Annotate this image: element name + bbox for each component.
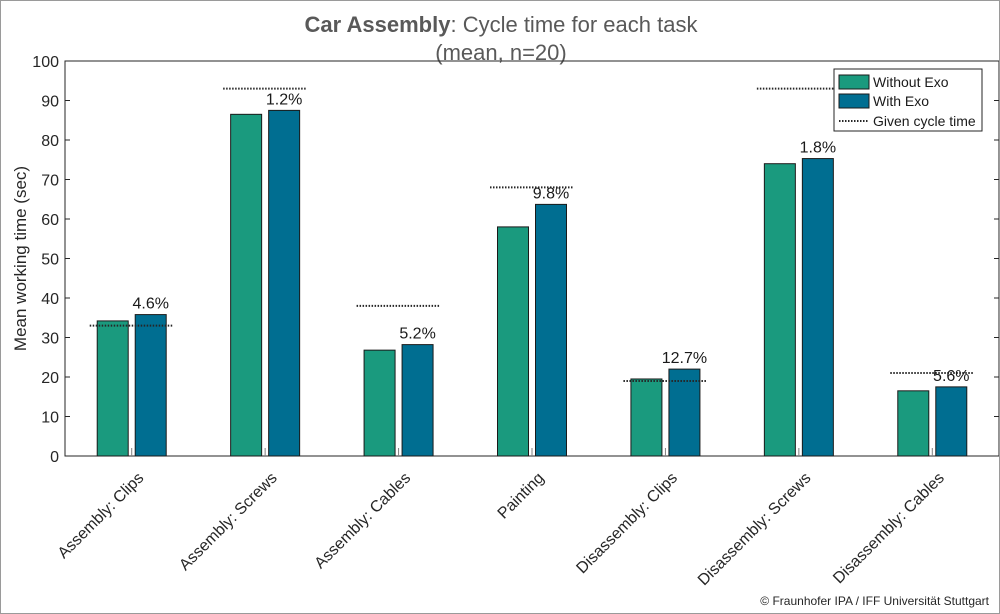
bar-without-exo bbox=[96, 320, 129, 457]
legend-with-exo-label: With Exo bbox=[873, 93, 929, 109]
bar-with-exo bbox=[268, 109, 301, 457]
bar-without-exo bbox=[897, 390, 930, 457]
bar-without-exo bbox=[230, 113, 263, 457]
bar-with-exo bbox=[535, 203, 567, 457]
increase-label: 5.6% bbox=[933, 368, 969, 385]
y-tick-label: 100 bbox=[32, 54, 59, 71]
bar-with-exo bbox=[401, 344, 434, 457]
y-tick-label: 90 bbox=[41, 94, 59, 111]
bar-without-exo bbox=[630, 378, 663, 457]
legend-without-exo-label: Without Exo bbox=[873, 74, 949, 90]
x-tick-label: Assembly: Screws bbox=[176, 470, 280, 574]
increase-label: 5.2% bbox=[399, 326, 435, 343]
x-tick-label: Disassembly: Screws bbox=[695, 470, 815, 590]
y-tick-label: 20 bbox=[41, 370, 59, 387]
bar-with-exo bbox=[935, 386, 968, 457]
y-tick-label: 0 bbox=[50, 449, 59, 466]
legend: Without Exo With Exo Given cycle time bbox=[833, 68, 983, 132]
increase-label: 4.6% bbox=[132, 296, 168, 313]
bar-without-exo bbox=[497, 226, 529, 457]
legend-without-exo-swatch bbox=[838, 74, 870, 90]
bar-with-exo bbox=[134, 314, 167, 457]
x-tick-label: Painting bbox=[495, 470, 548, 523]
bar-without-exo bbox=[763, 163, 796, 457]
increase-label: 1.2% bbox=[266, 91, 302, 108]
y-tick-label: 10 bbox=[41, 410, 59, 427]
legend-with-exo-swatch bbox=[838, 93, 870, 109]
legend-given-cycle-time-label: Given cycle time bbox=[873, 113, 976, 129]
x-tick-label: Assembly: Clips bbox=[55, 470, 147, 562]
y-tick-label: 60 bbox=[41, 212, 59, 229]
bar-with-exo bbox=[668, 368, 701, 457]
y-tick-label: 50 bbox=[41, 252, 59, 269]
title-rest: : Cycle time for each task bbox=[450, 12, 698, 37]
increase-label: 1.8% bbox=[800, 140, 836, 157]
y-tick-label: 30 bbox=[41, 331, 59, 348]
bar-without-exo bbox=[363, 349, 396, 457]
title-line: Car Assembly: Cycle time for each task bbox=[1, 11, 999, 39]
y-tick-label: 40 bbox=[41, 291, 59, 308]
y-axis-label: Mean working time (sec) bbox=[11, 166, 30, 351]
chart-title: Car Assembly: Cycle time for each task (… bbox=[1, 11, 999, 67]
copyright-notice: © Fraunhofer IPA / IFF Universität Stutt… bbox=[760, 594, 989, 608]
title-bold: Car Assembly bbox=[304, 12, 451, 37]
increase-label: 12.7% bbox=[662, 350, 707, 367]
bar-with-exo bbox=[801, 158, 834, 457]
x-tick-label: Disassembly: Cables bbox=[830, 470, 948, 588]
increase-label: 9.8% bbox=[533, 185, 569, 202]
x-tick-label: Disassembly: Clips bbox=[573, 470, 681, 578]
y-tick-label: 70 bbox=[41, 173, 59, 190]
y-tick-label: 80 bbox=[41, 133, 59, 150]
x-tick-label: Assembly: Cables bbox=[312, 470, 415, 573]
